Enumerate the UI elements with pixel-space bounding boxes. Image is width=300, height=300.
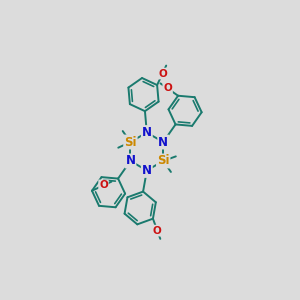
Text: O: O bbox=[163, 83, 172, 93]
Text: N: N bbox=[142, 164, 152, 177]
Text: Si: Si bbox=[124, 136, 137, 148]
Text: N: N bbox=[158, 136, 168, 148]
Text: O: O bbox=[99, 180, 108, 190]
Text: O: O bbox=[158, 68, 167, 79]
Text: Si: Si bbox=[157, 154, 169, 167]
Text: N: N bbox=[125, 154, 135, 167]
Text: O: O bbox=[153, 226, 162, 236]
Text: N: N bbox=[142, 126, 152, 139]
